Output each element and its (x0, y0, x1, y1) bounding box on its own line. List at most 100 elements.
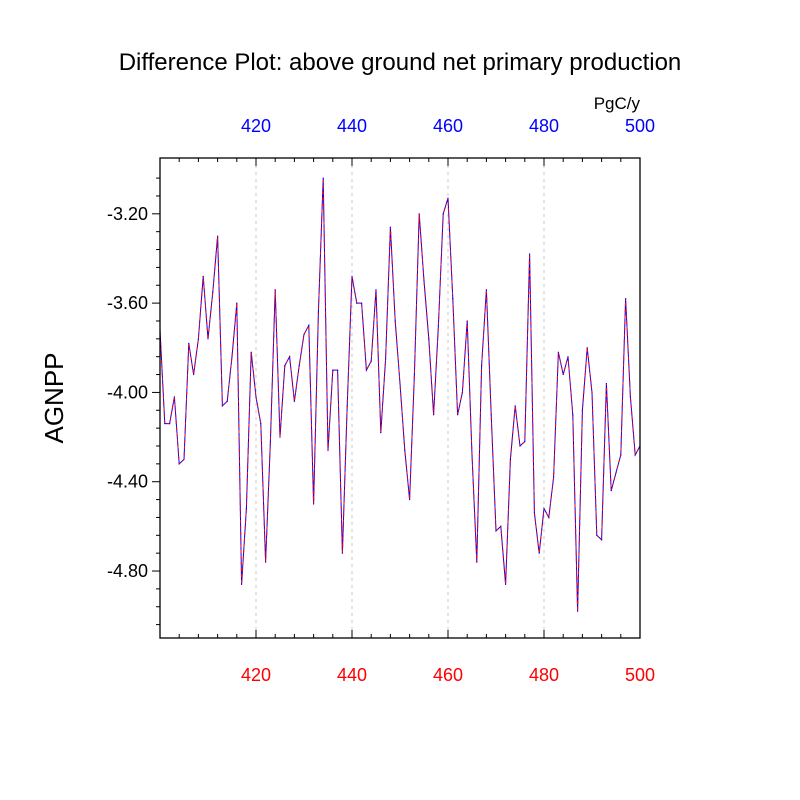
x-tick-label-bottom-440: 440 (337, 665, 367, 685)
data-point (298, 365, 300, 367)
data-point (269, 440, 271, 443)
data-point (500, 525, 502, 527)
data-point (385, 358, 387, 360)
data-point (557, 351, 560, 353)
data-point (404, 449, 406, 452)
data-series (159, 177, 641, 612)
data-point (418, 213, 420, 215)
data-point (625, 298, 627, 300)
series-line-difference-solid (159, 178, 641, 612)
data-point (423, 280, 425, 282)
data-point (553, 476, 555, 478)
data-point (341, 552, 343, 554)
data-point (389, 226, 391, 228)
data-point (476, 561, 478, 563)
data-point (322, 177, 324, 179)
x-tick-label-bottom-460: 460 (433, 665, 463, 685)
data-point (293, 400, 295, 402)
data-point (241, 583, 243, 586)
data-point (413, 373, 415, 376)
data-point (452, 298, 454, 300)
data-point (217, 235, 219, 237)
data-point (188, 342, 190, 344)
series-line-difference-dashed (159, 178, 641, 612)
data-point (548, 516, 550, 519)
data-point (610, 490, 612, 492)
data-point (221, 405, 223, 407)
data-point (461, 391, 463, 394)
y-tick-label: -4.80 (107, 561, 148, 581)
data-point (490, 414, 492, 416)
data-point (212, 291, 214, 293)
chart-title: Difference Plot: above ground net primar… (119, 49, 682, 76)
x-tick-label-top-440: 440 (337, 116, 367, 136)
data-point (202, 275, 204, 277)
data-point (399, 382, 401, 385)
y-axis-label: AGNPP (39, 352, 69, 443)
data-point (236, 302, 238, 304)
data-point (245, 507, 247, 510)
x-tick-label-top-500: 500 (625, 116, 655, 136)
data-point (514, 405, 516, 407)
data-point (471, 454, 473, 456)
data-point (572, 414, 574, 416)
data-point (346, 405, 348, 407)
data-point (605, 382, 608, 385)
y-tick-label: -4.40 (107, 472, 148, 492)
data-point (533, 512, 536, 514)
data-point (519, 445, 521, 447)
data-point (505, 583, 507, 586)
data-point (197, 338, 199, 340)
x-tick-label-top-420: 420 (241, 116, 271, 136)
data-point (265, 561, 267, 563)
data-point (337, 369, 339, 371)
data-point (601, 539, 603, 541)
data-point (332, 369, 334, 371)
data-point (437, 324, 439, 327)
data-point (629, 396, 632, 398)
data-point (279, 436, 281, 438)
data-point (173, 396, 175, 398)
gridlines (255, 158, 545, 638)
data-point (509, 458, 511, 460)
data-point (485, 289, 487, 291)
data-point (250, 351, 252, 353)
data-point (466, 320, 468, 322)
data-point (577, 610, 579, 612)
data-point (524, 440, 526, 443)
data-point (428, 338, 430, 340)
data-point (481, 365, 483, 367)
y-tick-label: -3.20 (107, 204, 148, 224)
data-point (308, 324, 310, 327)
data-point (351, 275, 353, 277)
data-point (394, 320, 396, 322)
data-point (327, 449, 329, 452)
data-point (365, 369, 367, 371)
data-point (567, 356, 569, 358)
data-point (375, 289, 377, 291)
data-point (284, 365, 286, 367)
data-point (495, 530, 497, 532)
data-point (409, 498, 411, 501)
data-point (538, 552, 540, 554)
data-point (457, 414, 459, 416)
data-point (164, 423, 166, 425)
data-point (596, 534, 598, 536)
data-point (193, 373, 195, 376)
data-point (620, 454, 622, 456)
data-point (615, 472, 617, 474)
data-point (274, 289, 276, 291)
data-point (591, 391, 593, 394)
x-tick-label-bottom-420: 420 (241, 665, 271, 685)
tick-labels: 420 420 440 440 460 460 480 480 500 500 -3.20 -3.60… (107, 116, 655, 685)
data-point (562, 373, 564, 376)
units-label: PgC/y (594, 94, 641, 113)
x-tick-label-top-460: 460 (433, 116, 463, 136)
data-point (634, 454, 636, 456)
x-tick-label-top-480: 480 (529, 116, 559, 136)
data-point (207, 338, 209, 340)
data-point (313, 503, 315, 505)
data-point (586, 347, 588, 349)
data-point (226, 400, 228, 402)
